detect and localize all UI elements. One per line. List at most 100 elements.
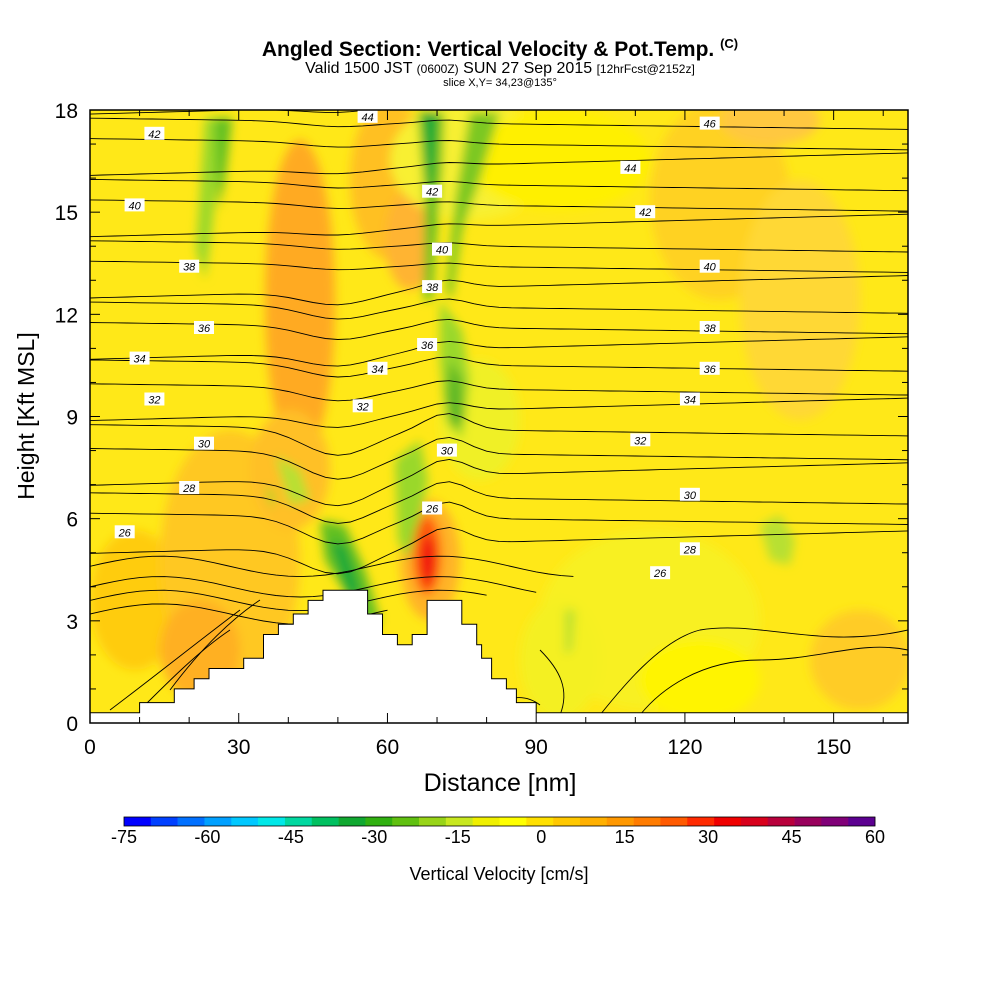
colorbar-swatch <box>821 817 849 826</box>
contour-label: 38 <box>422 280 443 294</box>
contour-label: 32 <box>144 392 165 407</box>
contour-label-bg <box>630 433 651 447</box>
contour-label-bg <box>635 205 656 219</box>
contour-label-text: 36 <box>198 323 211 335</box>
x-tick-label: 60 <box>376 736 399 759</box>
contour-label-text: 34 <box>133 354 145 366</box>
colorbar-frame <box>123 816 876 827</box>
colorbar-swatch <box>445 817 473 826</box>
y-tick-label: 12 <box>55 304 78 327</box>
x-axis-label: Distance [nm] <box>424 769 577 797</box>
contour-label-bg <box>650 566 671 580</box>
y-tick-label: 6 <box>66 509 78 532</box>
contour-label-bg <box>679 542 700 556</box>
y-tick-label: 3 <box>66 611 78 634</box>
colorbar-swatch <box>311 817 339 826</box>
colorbar-swatch <box>392 817 420 826</box>
contour-label-text: 32 <box>148 395 160 407</box>
contour-label: 28 <box>679 542 700 556</box>
colorbar-swatch <box>365 817 393 826</box>
contour-label-bg <box>699 361 720 375</box>
contour-label-bg <box>679 487 700 501</box>
colorbar-tick-label: 30 <box>698 827 718 847</box>
contour-label: 40 <box>124 198 145 212</box>
contour-label-bg <box>367 361 388 375</box>
contour-label-text: 26 <box>118 527 132 539</box>
colorbar-swatch <box>767 817 795 826</box>
colorbar-tick-label: 0 <box>536 827 546 847</box>
colorbar-tick-label: 60 <box>865 827 885 847</box>
colorbar-swatch <box>499 817 527 826</box>
colorbar-tick-label: -30 <box>361 827 387 847</box>
colorbar-swatch <box>472 817 500 826</box>
contour-label-bg <box>352 399 373 413</box>
x-axis: 0 30 60 90 120 150 <box>84 110 884 759</box>
colorbar-swatch <box>714 817 742 826</box>
colorbar-swatch <box>419 817 447 826</box>
colorbar-tick-label: -45 <box>278 827 304 847</box>
colorbar-swatch <box>231 817 259 826</box>
contour-label: 44 <box>357 110 378 124</box>
contour-label-bg <box>357 110 378 123</box>
contour-label-bg <box>422 501 443 515</box>
contour-label: 26 <box>650 566 671 580</box>
contour-label-bg <box>129 351 150 365</box>
colorbar-tick-label: 45 <box>782 827 802 847</box>
contour-label: 46 <box>699 116 720 131</box>
contour-label: 44 <box>620 160 641 175</box>
slice-info: slice X,Y= 34,23@135° <box>443 77 557 89</box>
contour-label-text: 36 <box>421 340 434 352</box>
y-axis-label: Height [Kft MSL] <box>13 332 39 499</box>
chart-subtitle: Valid 1500 JST (0600Z) SUN 27 Sep 2015 [… <box>305 60 695 77</box>
y-tick-label: 15 <box>55 202 78 225</box>
contour-label: 32 <box>352 399 373 413</box>
contour-label-text: 40 <box>704 262 717 274</box>
contour-label: 42 <box>422 184 443 199</box>
contour-label-bg <box>422 280 443 294</box>
contour-label-text: 34 <box>371 364 383 376</box>
contour-label: 42 <box>144 126 165 141</box>
colorbar-swatch <box>177 817 205 826</box>
contour-label: 26 <box>422 501 443 516</box>
theta-contours <box>90 110 908 716</box>
contour-label: 38 <box>699 321 720 335</box>
contour-label-text: 42 <box>639 207 651 219</box>
chart-title: Angled Section: Vertical Velocity & Pot.… <box>261 36 739 61</box>
terrain <box>90 589 908 723</box>
contour-label-text: 26 <box>425 504 439 516</box>
contour-label-text: 42 <box>426 187 438 199</box>
x-tick-label: 90 <box>525 736 548 759</box>
contour-label-text: 26 <box>653 568 667 580</box>
colorbar-swatch <box>740 817 769 826</box>
colorbar-swatch <box>553 817 581 826</box>
colorbar-tick-label: -15 <box>445 827 471 847</box>
contour-label-text: 34 <box>684 395 696 407</box>
plot-area: 26 28 30 32 34 36 38 40 42 44 34 32 36 38 40 42 30 26 46 44… <box>90 110 908 723</box>
contour-label-text: 36 <box>704 364 717 376</box>
contour-label-bg <box>124 198 145 212</box>
contour-label-bg <box>620 160 641 174</box>
colorbar: -75 -60 -45 -30 -15 0 15 30 45 60 <box>111 816 885 847</box>
contour-label-bg <box>179 259 200 273</box>
colorbar-swatch <box>660 817 688 826</box>
contour-label-text: 38 <box>704 323 717 335</box>
colorbar-swatch <box>848 817 876 826</box>
y-tick-label: 18 <box>55 100 78 123</box>
colorbar-swatch <box>687 817 715 826</box>
colorbar-tick-label: 15 <box>615 827 635 847</box>
contour-label-bg <box>179 481 200 494</box>
colorbar-swatch <box>633 817 661 826</box>
contour-label-bg <box>194 436 214 450</box>
contour-label-text: 40 <box>128 200 141 212</box>
contour-label: 30 <box>436 443 457 458</box>
colorbar-swatch <box>284 817 313 826</box>
contour-label: 30 <box>679 487 700 502</box>
contour-label: 40 <box>699 259 720 274</box>
contour-label: 34 <box>129 351 150 366</box>
contour-labels: 26 28 30 32 34 36 38 40 42 44 34 32 36 38 40 42 30 26 46 44… <box>114 110 720 580</box>
colorbar-swatch <box>338 817 366 826</box>
contour-label: 30 <box>194 436 214 451</box>
contour-label-bg <box>432 242 452 256</box>
contour-label-text: 44 <box>624 163 636 175</box>
